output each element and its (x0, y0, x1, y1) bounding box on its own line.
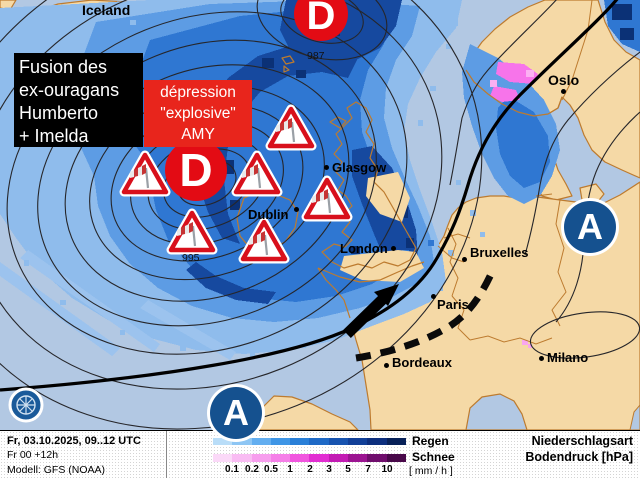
city-label-bruxelles: Bruxelles (470, 245, 529, 260)
front-line (0, 0, 619, 392)
depression-line: dépression (160, 84, 236, 101)
fusion-line: Fusion des (19, 57, 108, 77)
city-dot-paris (431, 294, 436, 299)
city-dot-dublin (294, 207, 299, 212)
high-pressure-marker: A (564, 201, 616, 253)
dashed-track-arrow (355, 270, 496, 362)
weather-map: D D A 987 995 Iceland Oslo Glasgow Dubli… (0, 0, 640, 430)
headline-fusion-box: Fusion des ex-ouragans Humberto + Imelda (14, 53, 143, 147)
model-name: Modell: GFS (NOAA) (7, 464, 106, 476)
footer-bar: Fr, 03.10.2025, 09..12 UTC Fr 00 +12h Mo… (0, 430, 640, 478)
scale-tick: 7 (365, 464, 371, 475)
low-pressure-marker: D (165, 139, 227, 201)
low-pressure-marker: D (294, 0, 348, 41)
fusion-line: ex-ouragans (19, 80, 120, 100)
city-dot-glasgow (324, 165, 329, 170)
city-label-london: London (340, 241, 388, 256)
scale-tick: 1 (287, 464, 293, 475)
city-label-dublin: Dublin (248, 207, 289, 222)
city-dot-oslo (561, 89, 566, 94)
legend-unit: [ mm / h ] (409, 465, 453, 477)
fusion-line: + Imelda (19, 126, 89, 146)
fusion-line: Humberto (19, 103, 99, 123)
isobar-value: 995 (182, 252, 200, 264)
motion-arrow (343, 284, 399, 338)
city-label-bordeaux: Bordeaux (392, 355, 452, 370)
scale-tick: 0.2 (245, 464, 259, 475)
globe-logo-icon (8, 387, 44, 423)
rain-legend-label: Regen (412, 434, 449, 448)
snow-legend-label: Schnee (412, 450, 455, 464)
low-letter: D (306, 0, 336, 38)
low-letter: D (179, 144, 213, 196)
high-letter: A (223, 392, 249, 433)
scale-tick: 5 (345, 464, 351, 475)
city-dot-london (391, 246, 396, 251)
city-dot-bruxelles (462, 257, 467, 262)
pressure-title: Bodendruck [hPa] (525, 450, 633, 464)
headline-depression-box: dépression "explosive" AMY (144, 80, 252, 147)
city-label-iceland: Iceland (82, 2, 131, 18)
scale-tick: 0.5 (264, 464, 278, 475)
isobar-value: 987 (307, 50, 325, 62)
high-pressure-marker: A (210, 387, 262, 439)
scale-tick: 10 (381, 464, 393, 475)
depression-line: "explosive" (160, 105, 236, 122)
high-letter: A (577, 206, 603, 247)
city-dot-milano (539, 356, 544, 361)
model-info-panel: Fr, 03.10.2025, 09..12 UTC Fr 00 +12h Mo… (0, 431, 167, 478)
model-run: Fr 00 +12h (7, 449, 59, 461)
rain-color-scale (213, 438, 406, 445)
city-label-paris: Paris (437, 297, 469, 312)
city-dot-bordeaux (384, 363, 389, 368)
valid-datetime: Fr, 03.10.2025, 09..12 UTC (7, 435, 141, 447)
city-label-milano: Milano (547, 350, 589, 365)
snow-color-scale (213, 454, 406, 462)
scale-tick: 3 (326, 464, 332, 475)
city-label-oslo: Oslo (548, 72, 580, 88)
precip-type-title: Niederschlagsart (531, 434, 633, 448)
scale-tick: 2 (307, 464, 313, 475)
city-label-glasgow: Glasgow (332, 160, 387, 175)
depression-line: AMY (181, 126, 215, 143)
scale-tick: 0.1 (225, 464, 239, 475)
